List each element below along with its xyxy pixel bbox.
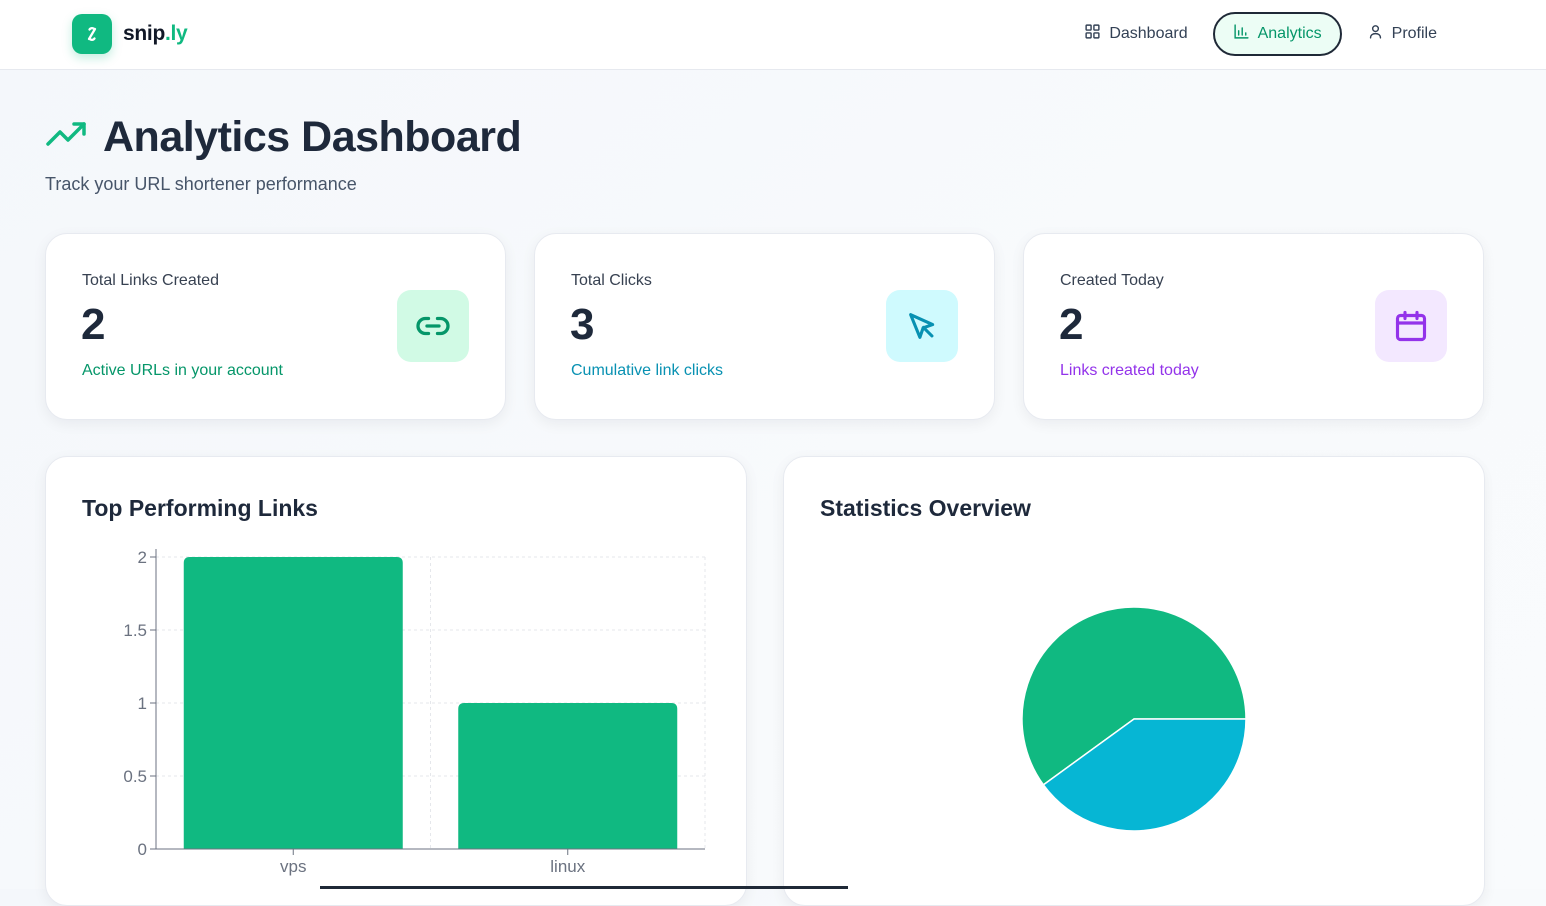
stat-caption: Links created today [1060,362,1199,379]
link-logo-icon [72,14,112,54]
pie-chart-title: Statistics Overview [820,495,1031,521]
stat-card-total-links: Total Links Created 2 Active URLs in you… [45,233,506,420]
cursor-icon [886,290,958,362]
logo-prefix: snip [123,22,165,45]
main-nav: Dashboard Analytics Profile [1067,12,1454,56]
link-icon [397,290,469,362]
stat-label: Total Links Created [82,272,219,289]
page-subtitle: Track your URL shortener performance [45,174,357,194]
nav-analytics[interactable]: Analytics [1212,12,1342,56]
window-scrollbar[interactable] [320,886,848,889]
nav-dashboard[interactable]: Dashboard [1067,12,1204,56]
y-tick-label: 0 [138,840,147,859]
stat-value: 2 [1059,300,1084,349]
y-tick-label: 2 [138,548,147,567]
logo-text: snip.ly [123,22,188,46]
grid-icon [1084,23,1101,45]
x-tick-label: vps [280,857,306,876]
stat-label: Total Clicks [571,272,652,289]
top-links-chart-card: Top Performing Links 0 0.5 1 1.5 2 vps linux [45,456,747,906]
bar-chart-title: Top Performing Links [82,495,318,521]
stat-caption: Active URLs in your account [82,362,283,379]
bar-vps [183,557,403,849]
stat-card-created-today: Created Today 2 Links created today [1023,233,1484,420]
logo-suffix: .ly [164,22,188,45]
bar-chart-icon [1233,23,1250,45]
page-title: Analytics Dashboard [103,113,522,161]
trending-up-icon [45,120,89,155]
x-tick-label: linux [550,857,585,876]
calendar-icon [1375,290,1447,362]
stat-caption: Cumulative link clicks [571,362,724,379]
stat-value: 3 [570,300,595,349]
app-logo[interactable]: snip.ly [72,14,188,54]
y-tick-label: 1 [138,694,147,713]
pie-chart [1021,606,1247,832]
statistics-overview-card: Statistics Overview [783,456,1485,906]
nav-dashboard-label: Dashboard [1109,25,1188,42]
user-icon [1367,23,1384,45]
pie-slice-1 [1042,718,1247,832]
bar-chart: 0 0.5 1 1.5 2 vps linux [123,548,706,876]
nav-analytics-label: Analytics [1257,25,1322,42]
page-header: Analytics Dashboard Track your URL short… [45,113,522,195]
y-tick-label: 0.5 [123,767,147,786]
y-tick-label: 1.5 [123,621,147,640]
stat-value: 2 [81,300,106,349]
top-navbar: snip.ly Dashboard Analytics [0,0,1546,70]
pie-slice-0 [1021,606,1247,786]
bar-linux [458,703,678,849]
stat-card-total-clicks: Total Clicks 3 Cumulative link clicks [534,233,995,420]
nav-profile[interactable]: Profile [1350,12,1454,56]
stat-label: Created Today [1060,272,1164,289]
nav-profile-label: Profile [1391,25,1437,42]
